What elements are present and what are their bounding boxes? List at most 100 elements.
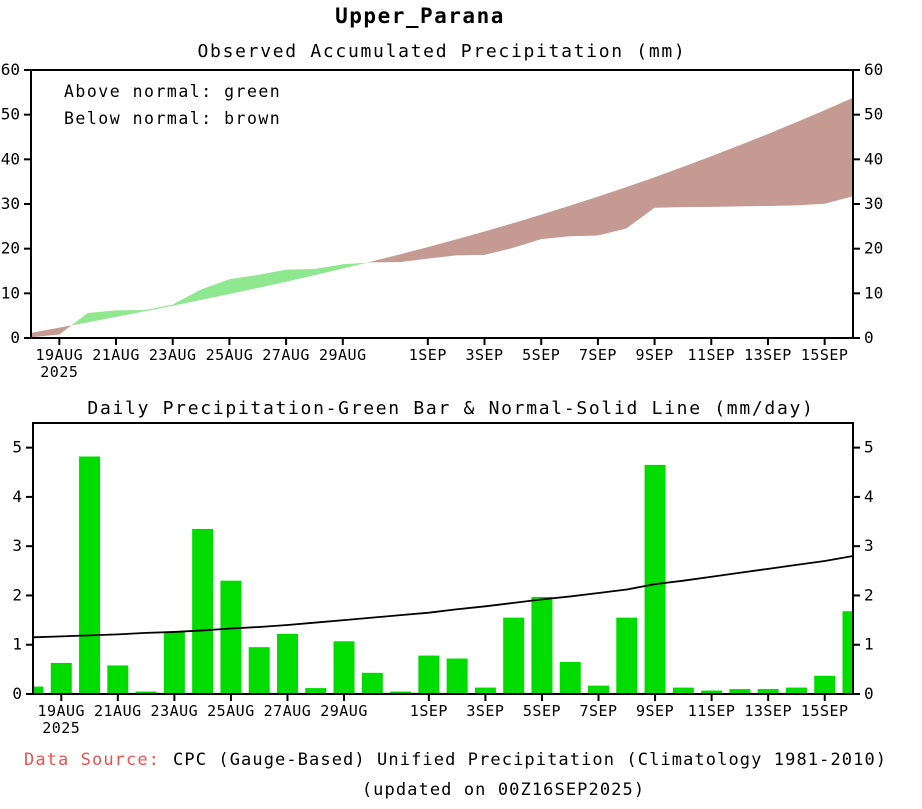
data-source-text: CPC (Gauge-Based) Unified Precipitation …: [173, 750, 888, 770]
svg-text:25AUG: 25AUG: [206, 346, 254, 364]
svg-text:7SEP: 7SEP: [579, 702, 617, 720]
svg-text:2025: 2025: [40, 363, 78, 381]
daily-bar: [34, 686, 44, 694]
daily-bar: [644, 464, 666, 694]
daily-bar: [107, 665, 129, 694]
svg-text:15SEP: 15SEP: [801, 346, 849, 364]
daily-bar: [701, 690, 723, 694]
svg-text:60: 60: [1, 60, 20, 79]
svg-text:10: 10: [864, 283, 883, 302]
daily-bar: [616, 617, 638, 694]
daily-bar: [361, 672, 383, 694]
daily-bar: [842, 611, 852, 694]
svg-text:4: 4: [864, 487, 874, 506]
daily-precipitation-chart: 0 0 1 1 2 2 3 3 4 4 5 5 19AUG 21AUG 23AUG 25AUG 27AUG 29A…: [12, 422, 874, 737]
svg-text:0: 0: [864, 684, 874, 703]
daily-bar: [163, 631, 185, 694]
above-normal-area: [71, 262, 368, 326]
svg-text:5: 5: [864, 438, 874, 457]
svg-text:11SEP: 11SEP: [687, 346, 735, 364]
accum-fill-areas: [31, 97, 853, 338]
svg-text:5SEP: 5SEP: [523, 702, 561, 720]
svg-text:40: 40: [1, 149, 20, 168]
svg-text:2025: 2025: [42, 719, 80, 737]
svg-text:5SEP: 5SEP: [522, 346, 560, 364]
accumulated-chart-legend: Above normal: green Below normal: brown: [64, 78, 281, 132]
daily-bar: [757, 689, 779, 694]
svg-text:9SEP: 9SEP: [636, 702, 674, 720]
svg-text:19AUG: 19AUG: [36, 346, 84, 364]
svg-text:2: 2: [12, 585, 22, 604]
svg-text:2: 2: [864, 585, 874, 604]
svg-text:23AUG: 23AUG: [149, 346, 197, 364]
daily-bar: [418, 655, 440, 694]
daily-bar: [333, 641, 355, 694]
daily-bar: [559, 661, 581, 694]
daily-bar: [785, 687, 807, 694]
legend-below-normal: Below normal: brown: [64, 109, 282, 128]
daily-bar: [135, 691, 157, 694]
daily-bar: [474, 687, 496, 694]
svg-text:10: 10: [1, 283, 20, 302]
daily-bar: [729, 689, 751, 694]
daily-chart-title: Daily Precipitation-Green Bar & Normal-S…: [87, 398, 815, 419]
axis-labels: 0 0 10 10 20 20 30 30 40 40 50 50 60 60 19AUG 21AUG 23AU…: [1, 60, 884, 381]
daily-bar: [390, 691, 412, 694]
svg-text:30: 30: [1, 194, 20, 213]
svg-text:1: 1: [864, 635, 874, 654]
svg-text:27AUG: 27AUG: [264, 702, 312, 720]
axis-labels: 0 0 1 1 2 2 3 3 4 4 5 5 19AUG 21AUG 23AUG 25AUG 27AUG 29A…: [12, 438, 873, 737]
accumulated-precipitation-chart: 0 0 10 10 20 20 30 30 40 40 50 50 60 60 19AUG 21AUG 23AU…: [1, 60, 884, 381]
svg-text:50: 50: [1, 105, 20, 124]
updated-timestamp: (updated on 00Z16SEP2025): [361, 780, 646, 800]
accumulated-chart-title: Observed Accumulated Precipitation (mm): [197, 41, 687, 62]
svg-text:11SEP: 11SEP: [688, 702, 736, 720]
daily-bar: [814, 675, 836, 694]
svg-text:0: 0: [864, 328, 874, 347]
svg-text:3SEP: 3SEP: [466, 702, 504, 720]
svg-text:50: 50: [864, 105, 883, 124]
daily-bar: [276, 633, 298, 694]
daily-bar: [79, 456, 101, 694]
svg-text:30: 30: [864, 194, 883, 213]
svg-text:1SEP: 1SEP: [410, 702, 448, 720]
svg-text:15SEP: 15SEP: [801, 702, 849, 720]
svg-text:29AUG: 29AUG: [320, 702, 368, 720]
daily-bar: [588, 685, 610, 694]
svg-text:1SEP: 1SEP: [409, 346, 447, 364]
svg-text:21AUG: 21AUG: [94, 702, 142, 720]
svg-text:19AUG: 19AUG: [37, 702, 85, 720]
normal-line: [32, 555, 854, 639]
legend-above-normal: Above normal: green: [64, 82, 282, 101]
svg-text:0: 0: [12, 684, 22, 703]
svg-text:60: 60: [864, 60, 883, 79]
below-normal-area: [31, 325, 72, 338]
data-source-line: Data Source: CPC (Gauge-Based) Unified Pr…: [24, 750, 887, 770]
svg-text:23AUG: 23AUG: [151, 702, 199, 720]
svg-text:29AUG: 29AUG: [319, 346, 367, 364]
daily-bar: [248, 647, 270, 694]
daily-precip-bars: [34, 456, 852, 694]
daily-bar: [220, 580, 242, 694]
daily-bar: [672, 687, 694, 694]
daily-bar: [50, 662, 72, 694]
daily-bar: [192, 528, 214, 694]
svg-text:5: 5: [12, 438, 22, 457]
daily-bar: [503, 617, 525, 694]
svg-text:4: 4: [12, 487, 22, 506]
svg-text:20: 20: [1, 239, 20, 258]
svg-text:7SEP: 7SEP: [579, 346, 617, 364]
svg-text:3: 3: [12, 536, 22, 555]
daily-bar: [531, 596, 553, 694]
svg-text:1: 1: [12, 635, 22, 654]
svg-text:3: 3: [864, 536, 874, 555]
axes: [26, 422, 860, 701]
svg-text:13SEP: 13SEP: [744, 702, 792, 720]
page-title: Upper_Parana: [335, 4, 505, 28]
svg-text:9SEP: 9SEP: [636, 346, 674, 364]
data-source-label: Data Source:: [24, 750, 161, 770]
below-normal-area: [367, 97, 853, 263]
svg-text:25AUG: 25AUG: [207, 702, 255, 720]
svg-text:40: 40: [864, 149, 883, 168]
